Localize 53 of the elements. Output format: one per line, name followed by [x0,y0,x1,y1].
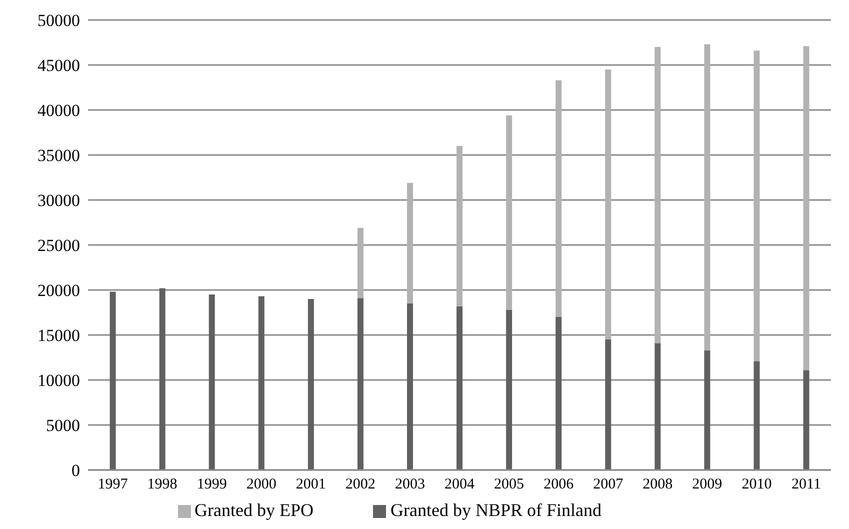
x-tick-label: 1999 [196,476,227,493]
bar [159,288,166,470]
bar [803,46,810,370]
y-tick-label: 40000 [38,101,80,120]
bar [803,370,810,470]
x-tick-label: 2008 [642,476,673,493]
bar [208,294,215,470]
legend-label: Granted by NBPR of Finland [390,500,602,520]
bar [456,306,463,470]
bar [357,228,364,298]
x-tick-label: 2009 [692,476,722,493]
bar [556,317,562,470]
x-tick-label: 2005 [494,476,524,493]
bar [605,70,612,340]
bar [654,343,661,470]
y-tick-label: 15000 [38,326,80,346]
x-tick-label: 2007 [593,476,624,493]
x-tick-label: 2003 [394,476,425,493]
y-tick-label: 45000 [38,56,80,76]
y-tick-label: 35000 [38,146,80,166]
bar [605,340,612,470]
bar [258,296,264,470]
x-tick-label: 2004 [444,476,475,493]
bar [406,304,413,470]
bar [754,361,760,470]
bar [556,80,562,317]
x-tick-label: 2006 [544,476,574,493]
bar [506,310,512,470]
x-tick-label: 2010 [742,476,772,493]
x-tick-label: 1998 [147,476,178,493]
x-tick-label: 2001 [296,476,326,493]
bar [704,44,710,350]
y-tick-label: 0 [72,461,80,480]
bar [357,298,364,470]
x-tick-label: 2000 [246,476,276,493]
bar [456,146,463,306]
y-tick-label: 50000 [38,11,80,30]
bar [654,47,661,344]
bar [406,182,413,304]
y-tick-label: 20000 [38,281,80,300]
bar [704,350,710,470]
x-tick-label: 1997 [98,476,128,493]
y-tick-label: 5000 [46,416,80,436]
x-tick-label: 2011 [792,476,821,493]
bar [308,299,314,470]
y-tick-label: 30000 [38,191,80,210]
bar [754,50,760,362]
y-tick-label: 10000 [38,371,80,390]
y-tick-label: 25000 [38,236,80,256]
legend-label: Granted by EPO [194,500,314,520]
bar [110,292,116,470]
x-tick-label: 2002 [345,476,376,493]
bar [506,115,512,310]
